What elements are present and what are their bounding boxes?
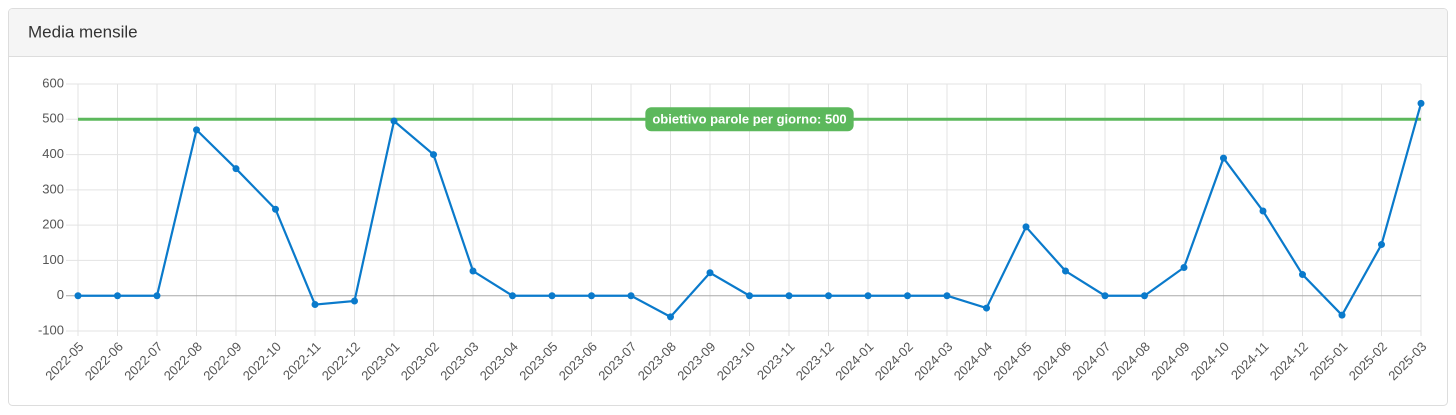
point [1378,241,1385,249]
point [1417,99,1425,107]
point [1062,267,1069,275]
y-tick-label: 300 [42,181,64,196]
point [825,292,832,300]
point [1141,292,1148,300]
point [627,292,635,300]
point [864,292,872,300]
point [114,292,121,300]
y-tick-label: -100 [38,322,64,337]
goal-label-box [645,107,854,132]
y-tick-label: 400 [42,146,64,161]
point [746,292,753,300]
point [469,267,477,275]
goal-label: obiettivo parole per giorno: 500 [652,112,846,127]
point [667,313,674,321]
y-tick-label: 200 [42,217,64,232]
point [904,292,911,300]
panel [8,8,1448,406]
point [351,297,358,305]
point [706,269,714,277]
point [1259,207,1267,215]
point [1180,263,1188,271]
point [1101,292,1109,300]
point [785,292,793,300]
point [430,151,437,159]
point [272,205,279,213]
point [193,126,200,134]
y-tick-label: 600 [42,75,64,90]
y-tick-label: 500 [42,111,64,126]
y-tick-label: 0 [57,287,64,302]
point [153,292,161,300]
point [943,292,951,300]
point [1022,223,1030,231]
point [588,292,595,300]
point [232,165,240,173]
y-tick-label: 100 [42,252,64,267]
panel-header [9,9,1447,56]
panel-title: Media mensile [28,22,138,41]
point [1299,271,1306,279]
point [509,292,516,300]
point [390,117,398,125]
point [311,301,319,309]
point [74,292,82,300]
point [548,292,556,300]
point [1338,311,1346,319]
point [983,304,990,312]
point [1220,154,1227,162]
